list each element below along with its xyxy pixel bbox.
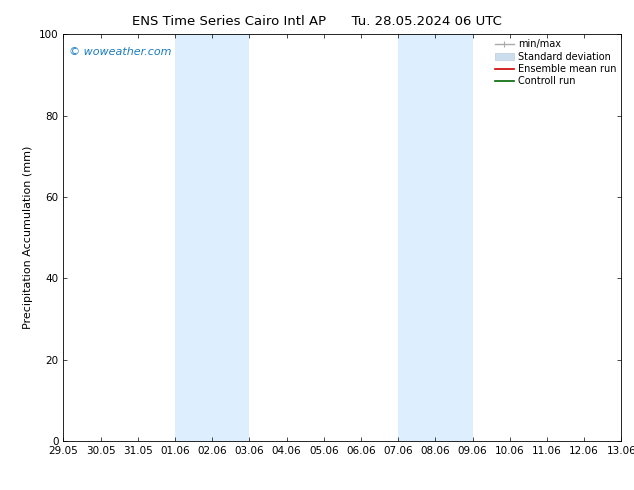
Y-axis label: Precipitation Accumulation (mm): Precipitation Accumulation (mm) bbox=[23, 146, 34, 329]
Text: © woweather.com: © woweather.com bbox=[69, 47, 171, 56]
Bar bbox=[398, 34, 472, 441]
Bar bbox=[175, 34, 249, 441]
Legend: min/max, Standard deviation, Ensemble mean run, Controll run: min/max, Standard deviation, Ensemble me… bbox=[493, 37, 618, 88]
Text: ENS Time Series Cairo Intl AP      Tu. 28.05.2024 06 UTC: ENS Time Series Cairo Intl AP Tu. 28.05.… bbox=[132, 15, 502, 28]
